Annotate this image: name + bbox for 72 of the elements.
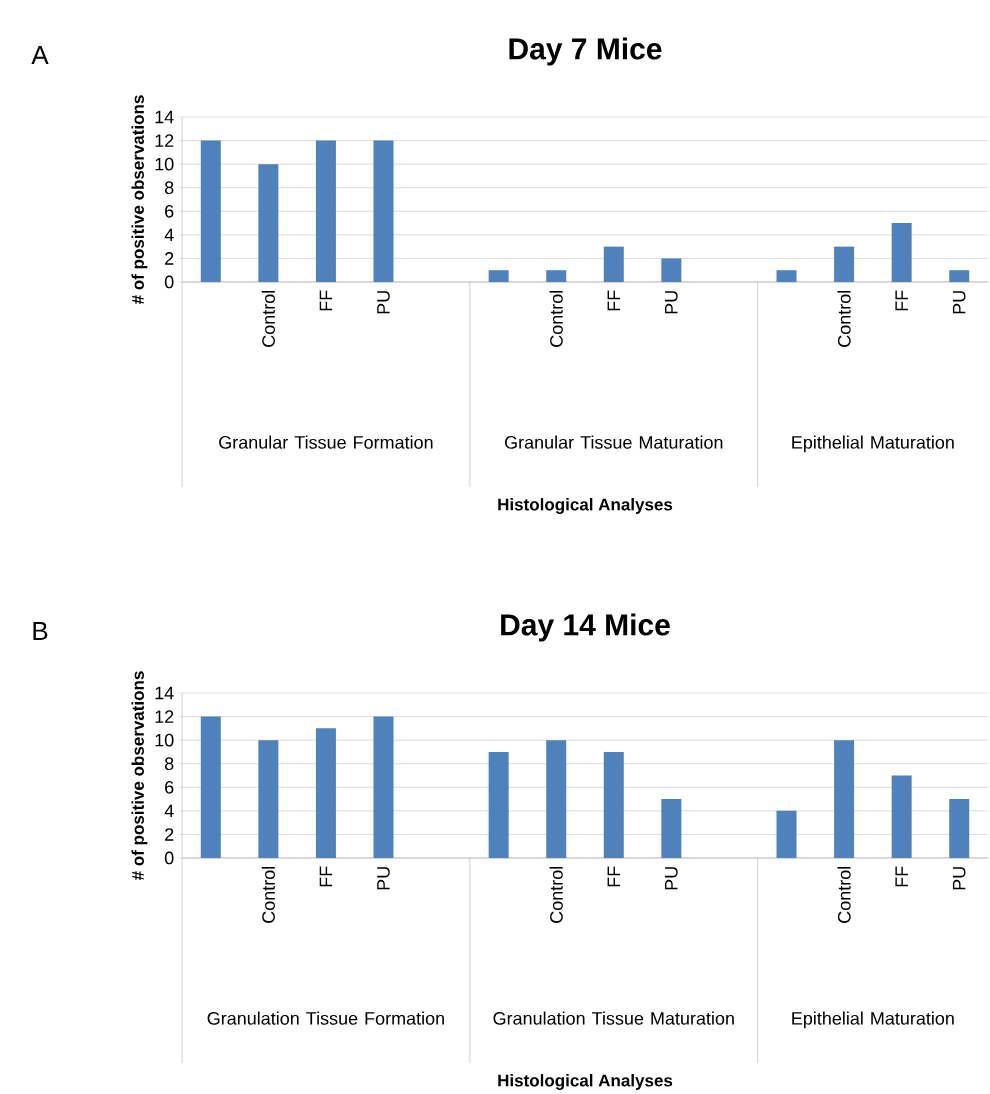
y-axis-title: # of positive observations <box>131 95 148 305</box>
x-tick-label: PU <box>952 867 966 890</box>
bar <box>776 270 797 282</box>
y-tick-label: 8 <box>164 181 174 195</box>
x-tick-label: PU <box>952 291 966 314</box>
text: Granulation Tissue Maturation <box>493 1011 734 1025</box>
bar <box>834 246 855 282</box>
x-tick-label: FF <box>319 290 333 311</box>
text: A <box>31 46 49 64</box>
y-tick-label: 0 <box>164 275 174 289</box>
x-tick-label: Control <box>261 867 275 923</box>
y-tick-label: 14 <box>155 686 174 700</box>
x-tick-label: PU <box>665 867 678 890</box>
y-axis-title: # of positive observations <box>131 671 148 881</box>
bar <box>546 270 567 282</box>
x-tick-label: Control <box>837 867 851 923</box>
text: Granulation Tissue Formation <box>207 1011 444 1025</box>
bar <box>315 140 336 282</box>
y-tick-label: 12 <box>155 710 174 723</box>
bar <box>834 740 855 858</box>
y-tick-label: 14 <box>155 110 174 124</box>
bar <box>546 740 567 858</box>
text: B <box>33 622 48 640</box>
bar <box>373 716 394 858</box>
bar <box>891 775 912 858</box>
y-tick-label: 4 <box>164 228 174 242</box>
bar <box>949 799 970 858</box>
x-tick-label: FF <box>607 290 620 311</box>
x-tick-label: Control <box>549 291 563 347</box>
x-axis-title: Histological Analyses <box>498 498 673 514</box>
bar <box>949 270 970 282</box>
bar <box>603 751 624 858</box>
x-tick-label: FF <box>895 290 908 311</box>
text: Granular Tissue Formation <box>219 435 433 449</box>
bar <box>488 270 509 282</box>
bar <box>488 751 509 858</box>
y-tick-label: 12 <box>155 134 174 147</box>
bar <box>258 164 279 282</box>
chart-title: Day 14 Mice <box>501 613 670 642</box>
y-tick-label: 6 <box>165 204 174 218</box>
x-tick-label: FF <box>607 866 620 887</box>
x-tick-label: Control <box>837 291 851 347</box>
text: Epithelial Maturation <box>792 1011 954 1029</box>
y-tick-label: 6 <box>165 780 174 794</box>
text: Epithelial Maturation <box>792 435 954 453</box>
x-tick-label: Control <box>261 291 275 347</box>
y-tick-label: 10 <box>155 157 174 171</box>
chart-title: Day 7 Mice <box>509 37 662 66</box>
x-tick-label: FF <box>319 866 333 887</box>
y-tick-label: 10 <box>155 733 174 747</box>
bar <box>258 740 279 858</box>
x-tick-label: PU <box>377 867 390 890</box>
y-tick-label: 8 <box>164 757 174 771</box>
bar <box>661 799 682 858</box>
y-tick-label: 4 <box>164 804 174 818</box>
y-tick-label: 2 <box>165 828 174 841</box>
bar <box>315 728 336 858</box>
x-axis-title: Histological Analyses <box>498 1074 673 1090</box>
bar <box>200 716 221 858</box>
text: Granular Tissue Maturation <box>504 435 723 449</box>
x-tick-label: PU <box>665 291 678 314</box>
bar <box>661 258 682 282</box>
x-tick-label: Control <box>549 867 563 923</box>
y-tick-label: 2 <box>165 252 174 265</box>
bar <box>373 140 394 282</box>
y-tick-label: 0 <box>164 851 174 865</box>
x-tick-label: PU <box>377 291 390 314</box>
bar <box>891 223 912 282</box>
bar <box>776 810 797 858</box>
x-tick-label: FF <box>895 866 908 887</box>
bar <box>603 246 624 282</box>
bar <box>200 140 221 282</box>
